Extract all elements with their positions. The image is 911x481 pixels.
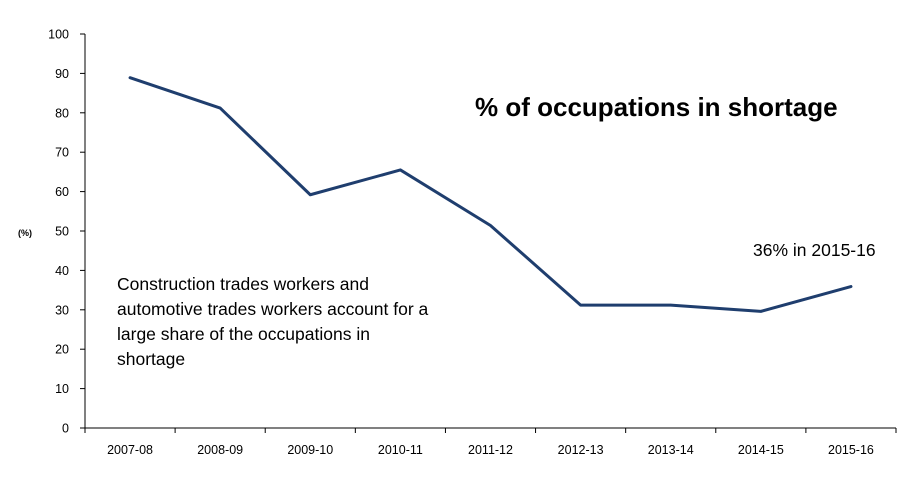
annotation-note-line: large share of the occupations in xyxy=(117,324,370,344)
x-tick-label: 2010-11 xyxy=(378,443,423,457)
y-tick-label: 40 xyxy=(55,264,69,278)
data-point xyxy=(669,303,672,307)
x-tick-label: 2007-08 xyxy=(107,443,153,457)
y-tick-label: 80 xyxy=(55,106,69,120)
y-axis: 0 10 20 30 40 50 60 70 80 90 100 xyxy=(48,28,86,436)
x-tick-label: 2013-14 xyxy=(648,443,694,457)
data-point xyxy=(399,168,402,172)
annotation-note-line: automotive trades workers account for a xyxy=(117,299,429,319)
y-axis-title: (%) xyxy=(18,228,32,238)
annotation-endpoint-line: 36% in 2015-16 xyxy=(753,240,876,260)
data-point xyxy=(489,224,492,227)
x-tick-label: 2011-12 xyxy=(468,443,513,457)
annotations: Construction trades workers and automotiv… xyxy=(117,240,876,369)
y-tick-label: 70 xyxy=(55,146,69,160)
y-tick-label: 50 xyxy=(55,225,69,239)
data-point xyxy=(849,285,853,288)
y-tick-label: 100 xyxy=(48,28,69,42)
y-tick-label: 10 xyxy=(55,382,69,396)
y-tick-label: 30 xyxy=(55,303,69,317)
x-tick-label: 2014-15 xyxy=(738,443,784,457)
x-axis: 2007-08 2008-09 2009-10 2010-11 2011-12 2012-… xyxy=(84,427,897,457)
chart-title: % of occupations in shortage xyxy=(475,92,838,122)
x-tick-label: 2008-09 xyxy=(197,443,243,457)
annotation-note-line: Construction trades workers and xyxy=(117,274,369,294)
x-tick-label: 2009-10 xyxy=(287,443,333,457)
y-tick-label: 90 xyxy=(55,67,69,81)
y-tick-label: 20 xyxy=(55,343,69,357)
x-tick-label: 2015-16 xyxy=(828,443,874,457)
data-point xyxy=(759,310,763,313)
data-point xyxy=(218,106,222,110)
y-tick-label: 0 xyxy=(62,422,69,436)
x-tick-label: 2012-13 xyxy=(558,443,604,457)
data-point xyxy=(128,76,132,79)
data-point xyxy=(309,193,312,196)
series-group xyxy=(128,76,853,313)
y-tick-label: 60 xyxy=(55,185,69,199)
annotation-note-line: shortage xyxy=(117,349,185,369)
data-point xyxy=(579,303,582,307)
